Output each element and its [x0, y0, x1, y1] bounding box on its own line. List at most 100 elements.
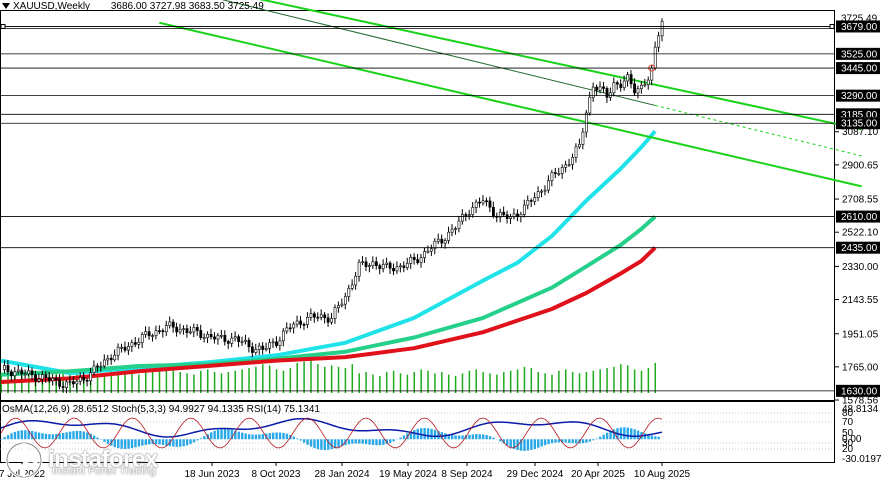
volume-bar [159, 369, 161, 393]
volume-bar [248, 368, 250, 393]
osma-bar [238, 432, 240, 440]
osma-bar [306, 439, 308, 444]
candle-body [28, 371, 30, 374]
symbol-label: XAUUSD,Weekly [13, 1, 90, 12]
candle-body [10, 372, 12, 376]
candle-body [110, 358, 112, 360]
candle-body [262, 346, 264, 350]
candle-body [602, 87, 604, 89]
candle-body [275, 342, 277, 346]
osma-bar [592, 439, 594, 440]
candle-body [558, 173, 560, 174]
osma-bar [296, 438, 298, 439]
volume-bar [544, 373, 546, 393]
level-handle [1, 24, 5, 28]
candle-body [654, 47, 656, 68]
candle-body [179, 329, 181, 332]
candle-body [465, 214, 467, 215]
candle-body [14, 372, 16, 376]
osma-bar [7, 435, 9, 439]
osma-bar [162, 439, 164, 445]
candle-body [355, 276, 357, 285]
candle-body [241, 341, 243, 342]
osma-bar [602, 435, 604, 440]
candle-body [227, 342, 229, 344]
osma-bar [317, 439, 319, 449]
osma-bar [189, 439, 191, 444]
osma-bar [637, 431, 639, 440]
y-tick-label: 3087.10 [842, 127, 879, 138]
osma-bar [599, 437, 601, 440]
volume-bar [228, 372, 230, 393]
osma-bar [492, 438, 494, 440]
volume-bar [345, 368, 347, 393]
osma-bar [434, 430, 436, 439]
osma-bar [413, 430, 415, 439]
osma-bar [510, 439, 512, 447]
candle-body [413, 257, 415, 259]
volume-bar [97, 376, 99, 393]
volume-bar [531, 368, 533, 393]
osma-bar [258, 435, 260, 440]
candle-body [234, 337, 236, 338]
osma-bar [554, 439, 556, 442]
osma-bar [382, 439, 384, 445]
osma-bar [375, 439, 377, 445]
candle-body [127, 346, 129, 350]
osma-bar [172, 439, 174, 446]
osma-bar [582, 439, 584, 443]
candle-body [21, 370, 23, 374]
osma-bar [182, 439, 184, 446]
watermark: instaforex Instant Forex Trading [4, 440, 158, 480]
candle-body [547, 181, 549, 190]
candle-body [417, 260, 419, 263]
osma-bar [451, 435, 453, 439]
level-label: 2610.00 [841, 212, 878, 223]
candle-body [41, 375, 43, 379]
osma-bar [10, 433, 12, 439]
candle-body [3, 365, 5, 369]
candle-body [537, 192, 539, 198]
osma-bar [165, 439, 167, 445]
candle-body [169, 322, 171, 326]
osma-bar [523, 439, 525, 451]
y-tick-label: 1951.05 [842, 329, 879, 340]
candle-body [406, 263, 408, 267]
candle-body [258, 346, 260, 349]
candle-body [265, 348, 267, 349]
osma-bar [21, 430, 23, 439]
volume-bar [641, 371, 643, 393]
volume-bar [627, 366, 629, 394]
volume-bar [593, 371, 595, 393]
candle-body [141, 334, 143, 342]
level-label: 3525.00 [841, 49, 878, 60]
osma-bar [348, 439, 350, 444]
candle-body [472, 207, 474, 214]
candle-body [100, 366, 102, 367]
candle-body [69, 382, 71, 383]
volume-bar [482, 372, 484, 393]
osma-bar [86, 432, 88, 439]
price-pane [1, 11, 835, 401]
osma-bar [186, 439, 188, 445]
candle-body [55, 378, 57, 379]
osma-bar [565, 439, 567, 442]
candle-body [644, 85, 646, 86]
candle-body [544, 190, 546, 191]
volume-bar [462, 373, 464, 393]
candle-body [124, 347, 126, 350]
volume-bar [434, 373, 436, 393]
candle-body [176, 327, 178, 332]
osma-bar [468, 435, 470, 440]
candle-body [86, 380, 88, 381]
x-tick-label: 18 Jun 2023 [184, 469, 239, 480]
volume-bar [255, 367, 256, 393]
candle-body [186, 329, 188, 333]
volume-bar [193, 375, 195, 393]
osma-bar [596, 439, 598, 440]
indicator-scale-label: 0.00 [842, 434, 862, 445]
candle-body [386, 263, 388, 264]
osma-bar [399, 438, 401, 440]
osma-bar [0, 439, 2, 440]
